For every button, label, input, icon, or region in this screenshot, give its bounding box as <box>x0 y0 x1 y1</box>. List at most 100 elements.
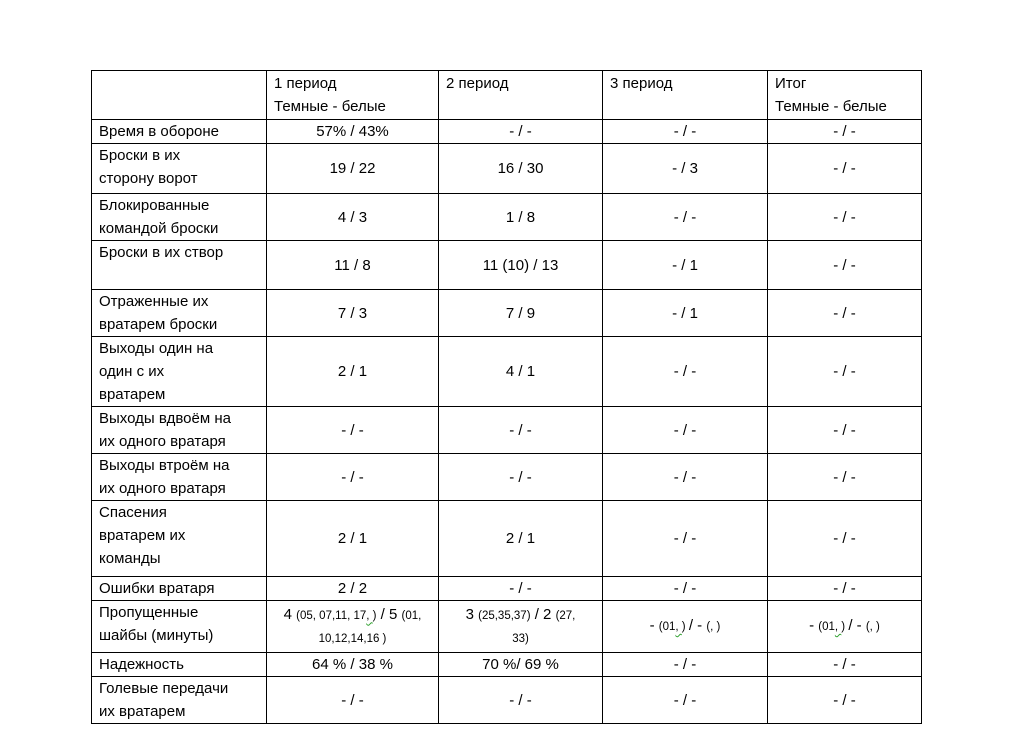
table-header: 1 период Темные - белые 2 период 3 период И… <box>91 70 922 120</box>
stat-value-cell: - / - <box>266 406 439 454</box>
table-row: Отраженные их вратарем броски 7 / 3 7 / 9 -… <box>91 289 922 337</box>
value-segment: / 5 <box>376 605 402 623</box>
table-row: Выходы вдвоём на их одного вратаря - / - -… <box>91 406 922 454</box>
table-row: Спасения вратарем их команды 2 / 1 2 / 1 - … <box>91 500 922 577</box>
stat-value-cell: - / - <box>767 652 922 677</box>
stat-value-cell: - / - <box>602 652 768 677</box>
stat-value-cell: - / - <box>767 500 922 577</box>
stat-value-cell: - / 1 <box>602 240 768 290</box>
stat-value-cell: 2 / 1 <box>266 500 439 577</box>
value-segment: 2 / 1 <box>505 530 536 547</box>
grammar-flagged-text: , <box>834 621 842 633</box>
stat-value-cell: 4 / 3 <box>266 193 439 241</box>
stat-value-cell: - / - <box>602 453 768 501</box>
stat-value-cell: - / - <box>438 576 603 601</box>
stat-value-cell: 57% / 43% <box>266 119 439 144</box>
value-segment: 11 / 8 <box>334 256 371 274</box>
row-label: Броски в их сторону ворот <box>91 143 267 194</box>
value-segment: - / - <box>673 123 697 140</box>
stat-value-cell: - / - <box>767 289 922 337</box>
value-segment: - / - <box>833 256 856 274</box>
value-segment: (01 <box>818 621 835 633</box>
value-segment: (, ) <box>706 621 721 633</box>
stat-value-cell: - / - <box>602 676 768 724</box>
value-segment: - / - <box>341 691 364 709</box>
row-label: Спасения вратарем их команды <box>91 500 267 577</box>
stat-value-cell: - / - <box>438 453 603 501</box>
value-segment: ) <box>841 621 849 633</box>
table-row: Выходы втроём на их одного вратаря - / - -… <box>91 453 922 501</box>
stat-value-cell: 11 / 8 <box>266 240 439 290</box>
stat-value-cell: - / - <box>767 240 922 290</box>
row-label: Блокированные командой броски <box>91 193 267 241</box>
stat-value-cell: 4 (05, 07,11, 17, ) / 5 (01, 10,12,14,16… <box>266 600 439 653</box>
value-segment: (01, 10,12,14,16 ) <box>318 609 422 645</box>
value-segment: (, ) <box>865 621 880 633</box>
value-segment: - / 3 <box>672 160 698 177</box>
row-label: Пропущенные шайбы (минуты) <box>91 600 267 653</box>
column-header-period3: 3 период <box>602 70 768 120</box>
value-segment: - / - <box>509 691 532 709</box>
row-label: Надежность <box>91 652 267 677</box>
table-row: Ошибки вратаря 2 / 2 - / - - / - - / - <box>91 576 922 601</box>
value-segment: 4 / 1 <box>505 363 536 380</box>
stat-value-cell: - / - <box>767 676 922 724</box>
stat-value-cell: - / - <box>767 406 922 454</box>
value-segment: - / - <box>833 304 856 322</box>
value-segment: 7 / 3 <box>337 304 368 322</box>
value-segment: ) <box>372 609 377 622</box>
row-label: Время в обороне <box>91 119 267 144</box>
value-segment: 4 <box>283 605 297 623</box>
row-label: Броски в их створ <box>91 240 267 290</box>
table-row: Надежность 64 % / 38 % 70 %/ 69 % - / - - / … <box>91 652 922 677</box>
stat-value-cell: - / - <box>767 119 922 144</box>
stat-value-cell: - / - <box>767 143 922 194</box>
value-segment: - / - <box>673 421 697 439</box>
value-segment: 70 %/ 69 % <box>482 656 559 673</box>
value-segment: (27, 33) <box>512 609 576 645</box>
value-segment: - / 1 <box>672 304 698 322</box>
stat-value-cell: 7 / 3 <box>266 289 439 337</box>
stat-value-cell: - / - <box>602 336 768 407</box>
value-segment: - / - <box>833 160 856 177</box>
row-label: Голевые передачи их вратарем <box>91 676 267 724</box>
stat-value-cell: - / - <box>438 406 603 454</box>
value-segment: - / - <box>509 468 532 486</box>
stat-value-cell: 4 / 1 <box>438 336 603 407</box>
stat-value-cell: - / - <box>438 119 603 144</box>
stat-value-cell: 64 % / 38 % <box>266 652 439 677</box>
value-segment: - / - <box>833 468 856 486</box>
stat-value-cell: - / 1 <box>602 289 768 337</box>
value-segment: / - <box>848 617 866 634</box>
stat-value-cell: - / - <box>602 406 768 454</box>
stat-value-cell: 19 / 22 <box>266 143 439 194</box>
value-segment: 2 / 1 <box>337 530 368 547</box>
value-segment: - / - <box>673 691 697 709</box>
stat-value-cell: 7 / 9 <box>438 289 603 337</box>
value-segment: - / - <box>673 208 697 226</box>
value-segment: - / - <box>673 468 697 486</box>
table-row: Броски в их сторону ворот 19 / 22 16 / 30 -… <box>91 143 922 194</box>
grammar-flagged-text: , <box>366 609 373 622</box>
value-segment: - / - <box>833 580 856 597</box>
value-segment: - / - <box>833 123 856 140</box>
table-row: Блокированные командой броски 4 / 3 1 / 8 -… <box>91 193 922 241</box>
value-segment: / - <box>688 617 707 634</box>
stat-value-cell: 2 / 1 <box>438 500 603 577</box>
value-segment: 16 / 30 <box>497 160 544 177</box>
stat-value-cell: - / - <box>767 453 922 501</box>
column-header-period2: 2 период <box>438 70 603 120</box>
stat-value-cell: - / - <box>602 119 768 144</box>
value-segment: 19 / 22 <box>329 160 376 177</box>
row-label: Отраженные их вратарем броски <box>91 289 267 337</box>
stat-value-cell: - / - <box>602 193 768 241</box>
value-segment: - / - <box>673 530 697 547</box>
stat-value-cell: - / - <box>266 676 439 724</box>
goalkeeper-stats-table: 1 период Темные - белые 2 период 3 период И… <box>91 70 922 724</box>
stat-value-cell: - / 3 <box>602 143 768 194</box>
stat-value-cell: 1 / 8 <box>438 193 603 241</box>
value-segment: - / - <box>833 656 856 673</box>
value-segment: - / - <box>509 421 532 439</box>
value-segment: ) <box>681 621 689 633</box>
